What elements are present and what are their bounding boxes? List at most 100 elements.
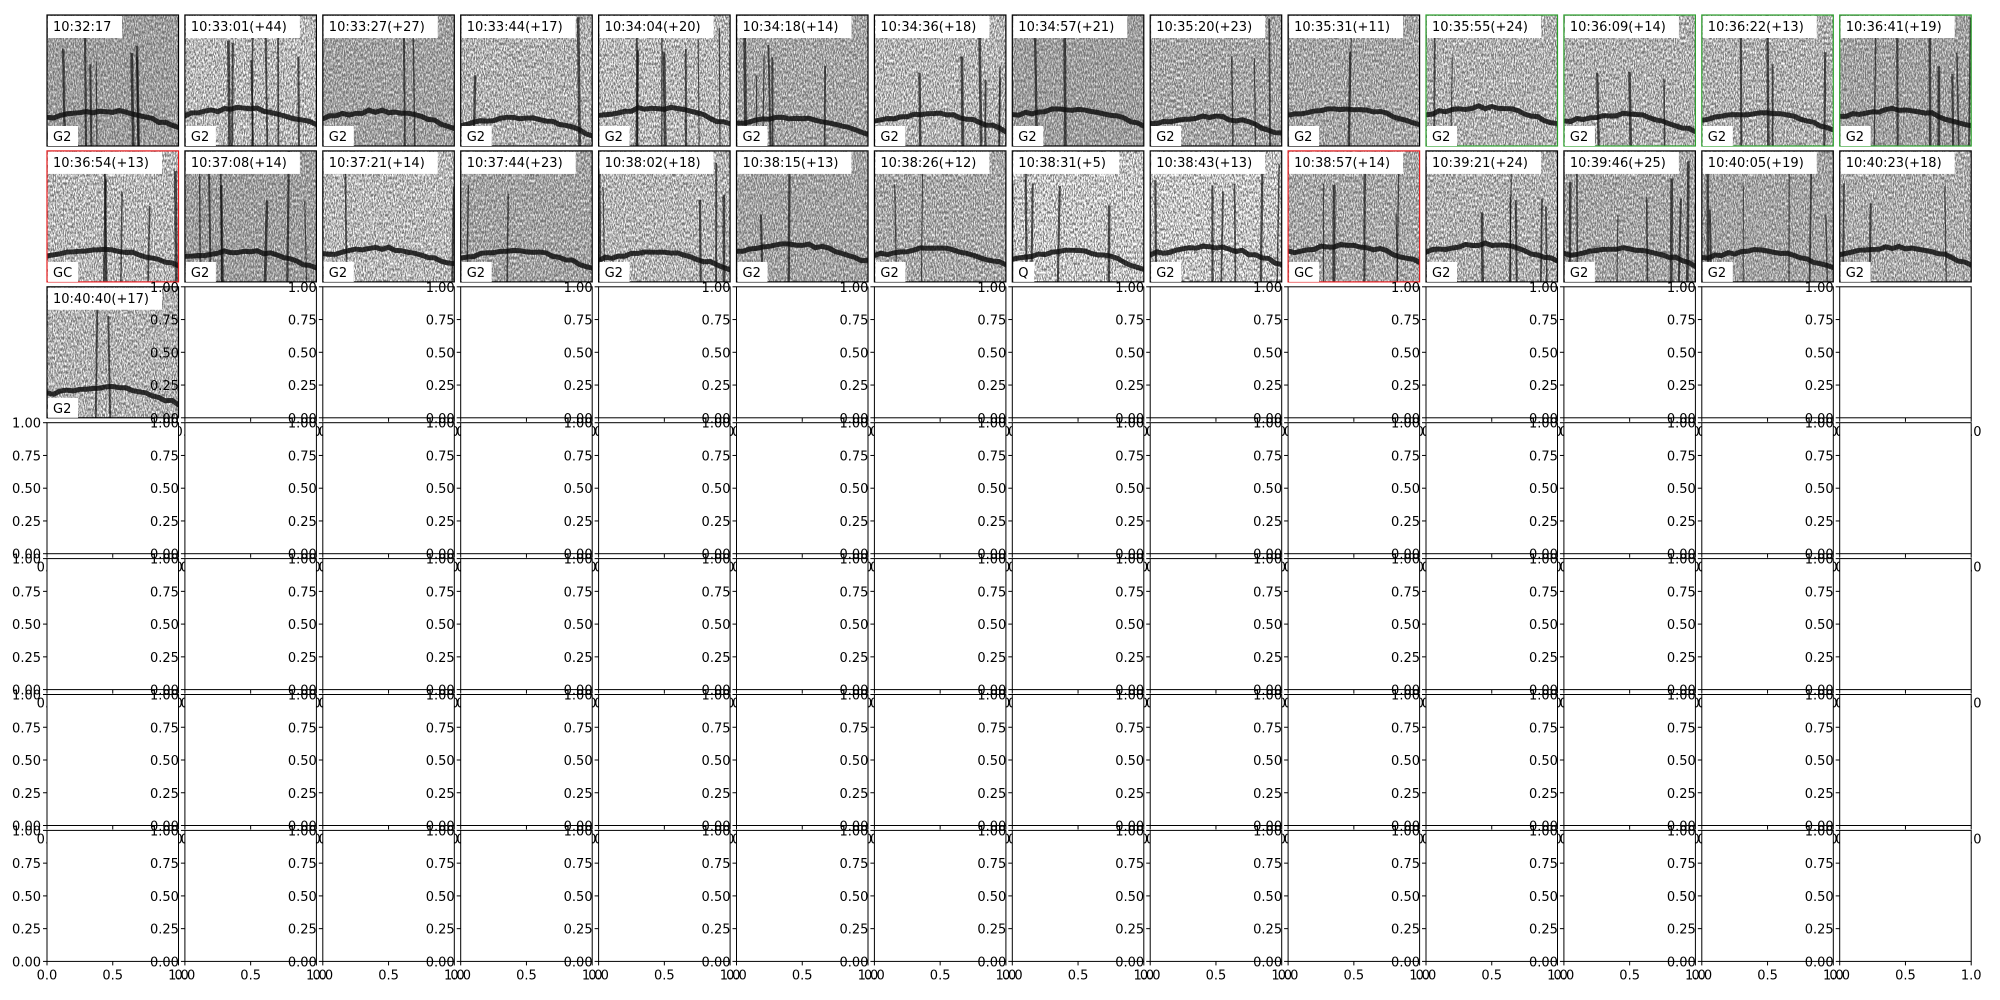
y-tick-label: 0.50 (564, 754, 593, 769)
streak (662, 51, 667, 146)
y-tick-label: 0.25 (12, 651, 41, 666)
axes-frame (1149, 829, 1283, 962)
label-box (599, 261, 630, 282)
label-box (185, 261, 216, 282)
y-tick-label: 0.50 (1667, 890, 1696, 905)
class-label: G2 (53, 130, 71, 145)
streak (1825, 214, 1828, 282)
spectrogram-panel: 10:40:40(+17) G2 (46, 286, 180, 419)
streak (635, 30, 639, 146)
y-tick-label: 1.00 (1805, 553, 1834, 568)
y-tick-label: 1.00 (1253, 689, 1282, 704)
label-box (1702, 261, 1733, 282)
class-label: Q (1018, 266, 1028, 281)
y-tick-label: 0.00 (12, 820, 41, 835)
y-tick-label: 0.50 (1391, 346, 1420, 361)
streak (1645, 197, 1649, 282)
panel-border (460, 150, 593, 283)
streak (130, 52, 135, 146)
y-tick-label: 0.75 (288, 449, 317, 464)
y-tick-label: 0.50 (702, 890, 731, 905)
y-tick-label: 0.00 (426, 955, 455, 970)
y-tick-label: 0.50 (702, 754, 731, 769)
y-tick-label: 0.50 (1529, 346, 1558, 361)
x-tick-label: 0.0 (1829, 968, 1850, 983)
label-box (1289, 126, 1320, 146)
label-box (1564, 126, 1595, 146)
y-tick-label: 0.25 (426, 651, 455, 666)
y-tick-label: 0.50 (1391, 618, 1420, 633)
streak (1628, 71, 1633, 146)
y-tick-label: 0.50 (839, 618, 868, 633)
y-tick-label: 0.00 (12, 548, 41, 563)
call-trace (322, 244, 455, 267)
axes-frame (1563, 558, 1696, 691)
y-tick-label: 0.50 (977, 890, 1006, 905)
call-trace (184, 104, 317, 127)
y-tick-label: 0.25 (564, 379, 593, 394)
time-label: 10:34:18(+14) (743, 20, 839, 35)
y-tick-label: 0.50 (288, 346, 317, 361)
time-box (599, 151, 714, 174)
y-tick-label: 0.25 (12, 787, 41, 802)
y-tick-label: 0.75 (1115, 585, 1144, 600)
axes-frame (1839, 829, 1972, 962)
spectrogram-panel: 10:34:04(+20) G2 (597, 14, 731, 147)
y-tick-label: 0.25 (150, 651, 179, 666)
time-box (1427, 151, 1541, 174)
y-tick-label: 0.75 (564, 721, 593, 736)
y-tick-label: 0.50 (1115, 618, 1144, 633)
time-label: 10:39:21(+24) (1432, 156, 1528, 171)
y-tick-label: 0.50 (1115, 890, 1144, 905)
y-tick-label: 0.50 (426, 754, 455, 769)
axes-frame (873, 558, 1007, 691)
axes-frame (1701, 558, 1834, 691)
y-tick-label: 0.50 (702, 618, 731, 633)
y-tick-label: 0.50 (150, 890, 179, 905)
y-tick-label: 0.75 (150, 585, 179, 600)
time-label: 10:38:43(+13) (1156, 156, 1252, 171)
y-tick-label: 0.25 (839, 515, 868, 530)
y-tick-label: 0.75 (1253, 314, 1282, 329)
time-box (737, 16, 852, 38)
call-trace (47, 383, 179, 408)
y-tick-label: 1.00 (977, 281, 1006, 296)
time-label: 10:38:31(+5) (1018, 156, 1106, 171)
empty-axes: 0.000.250.500.751.000.00.51.0 (12, 417, 189, 576)
empty-axes: 0.000.250.500.751.000.00.51.0 (1805, 689, 1982, 848)
streak (1024, 152, 1028, 282)
panel-border (322, 14, 455, 147)
empty-axes: 0.000.250.500.751.000.00.51.0 (1391, 417, 1568, 576)
y-tick-label: 0.50 (288, 754, 317, 769)
x-tick-label: 0.0 (588, 968, 609, 983)
x-tick-label: 0.5 (1619, 968, 1640, 983)
streak (1873, 34, 1877, 146)
class-label: G2 (467, 266, 485, 281)
y-tick-label: 1.00 (150, 689, 179, 704)
y-tick-label: 0.25 (977, 515, 1006, 530)
y-tick-label: 0.50 (1115, 346, 1144, 361)
y-tick-label: 0.75 (977, 314, 1006, 329)
y-tick-label: 0.50 (1805, 346, 1834, 361)
streak (402, 30, 406, 146)
panel-border (1701, 150, 1834, 283)
call-trace (1150, 243, 1282, 268)
streak (698, 199, 702, 282)
axes-frame (1839, 286, 1972, 419)
y-tick-label: 0.75 (12, 585, 41, 600)
x-tick-label: 0.0 (1554, 968, 1575, 983)
y-tick-label: 0.75 (1805, 314, 1834, 329)
call-trace (322, 107, 455, 132)
y-tick-label: 0.50 (1391, 754, 1420, 769)
spectrogram-panel: 10:37:44(+23) G2 (460, 150, 593, 283)
y-tick-label: 0.25 (426, 515, 455, 530)
streak (102, 179, 107, 282)
x-tick-label: 0.5 (792, 968, 813, 983)
panel-border (597, 150, 731, 283)
time-label: 10:35:55(+24) (1432, 20, 1528, 35)
y-tick-label: 1.00 (288, 824, 317, 839)
spectrogram-panel: 10:36:54(+13) GC (46, 150, 180, 283)
spectrogram-panel: 10:34:36(+18) G2 (873, 14, 1007, 147)
x-tick-label: 0.5 (1206, 968, 1227, 983)
